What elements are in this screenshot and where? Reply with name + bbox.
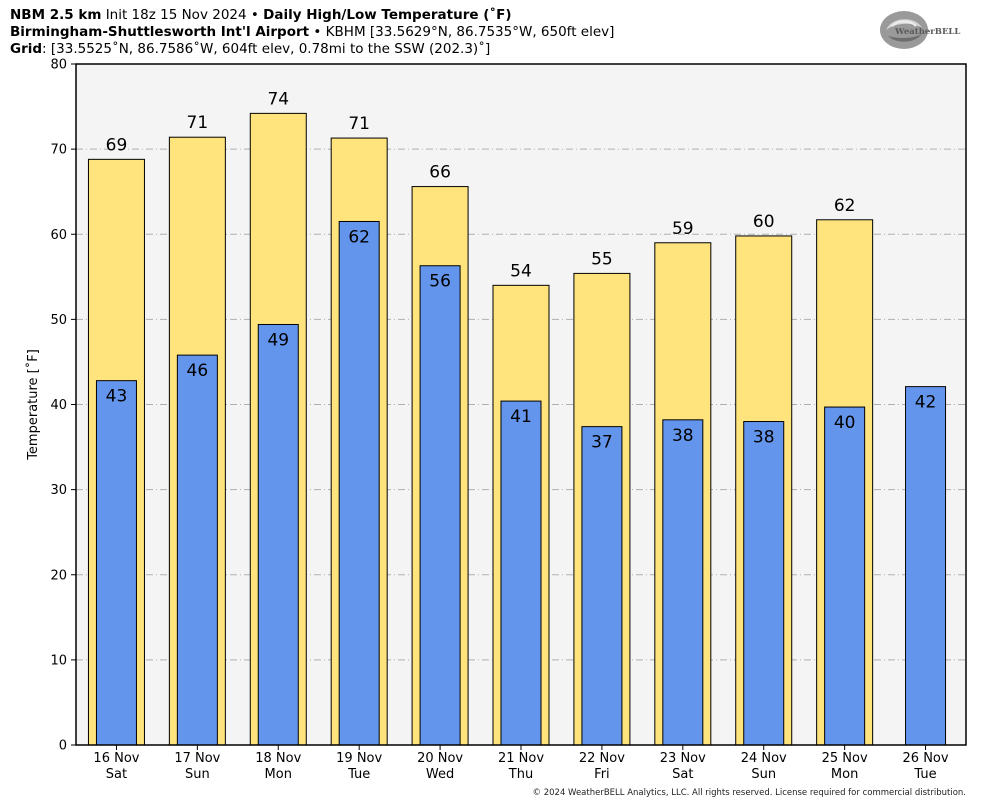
header-bullet: • bbox=[250, 7, 259, 23]
x-tick-date: 23 Nov bbox=[660, 751, 706, 766]
init-time: Init 18z 15 Nov 2024 bbox=[105, 7, 247, 23]
x-tick-weekday: Sat bbox=[672, 767, 693, 782]
high-temp-label: 62 bbox=[834, 196, 856, 216]
low-temp-label: 41 bbox=[510, 407, 532, 427]
y-tick-label: 20 bbox=[50, 568, 67, 583]
high-temp-label: 69 bbox=[106, 135, 128, 155]
low-temp-label: 49 bbox=[267, 330, 289, 350]
y-tick-label: 40 bbox=[50, 398, 67, 413]
x-tick-weekday: Wed bbox=[426, 767, 454, 782]
header-bullet: • bbox=[313, 24, 322, 40]
high-temp-label: 54 bbox=[510, 261, 532, 281]
x-tick-weekday: Mon bbox=[265, 767, 292, 782]
copyright-notice: © 2024 WeatherBELL Analytics, LLC. All r… bbox=[532, 788, 966, 798]
grid-label: Grid bbox=[10, 41, 43, 57]
low-temp-label: 62 bbox=[348, 227, 370, 247]
logo-text: WeatherBELL bbox=[894, 27, 960, 37]
x-tick-weekday: Sat bbox=[106, 767, 127, 782]
low-temp-label: 37 bbox=[591, 433, 613, 453]
x-tick-weekday: Tue bbox=[347, 767, 370, 782]
high-temp-label: 66 bbox=[429, 163, 451, 183]
y-tick-label: 30 bbox=[50, 483, 67, 498]
high-temp-label: 74 bbox=[267, 89, 289, 109]
y-axis-label: Temperature [˚F] bbox=[25, 349, 41, 461]
weatherbell-logo-icon: WeatherBELL bbox=[880, 11, 960, 49]
y-tick-label: 10 bbox=[50, 653, 67, 668]
model-name: NBM 2.5 km bbox=[10, 7, 102, 23]
chart-header-line-3: Grid: [33.5525˚N, 86.7586˚W, 604ft elev,… bbox=[10, 41, 490, 58]
x-tick-date: 25 Nov bbox=[822, 751, 868, 766]
low-temp-label: 38 bbox=[753, 428, 775, 448]
chart-header-line-2: Birmingham-Shuttlesworth Int'l Airport •… bbox=[10, 24, 614, 41]
station-name: Birmingham-Shuttlesworth Int'l Airport bbox=[10, 24, 310, 40]
low-temp-label: 40 bbox=[834, 413, 856, 433]
y-tick-label: 70 bbox=[50, 143, 67, 158]
low-temp-label: 38 bbox=[672, 426, 694, 446]
x-tick-date: 17 Nov bbox=[174, 751, 220, 766]
y-tick-label: 0 bbox=[59, 739, 67, 754]
product-title: Daily High/Low Temperature (˚F) bbox=[263, 7, 512, 23]
low-temp-bar bbox=[176, 354, 218, 746]
low-temp-label: 43 bbox=[106, 387, 128, 407]
y-tick-label: 80 bbox=[50, 58, 67, 73]
grid-info: : [33.5525˚N, 86.7586˚W, 604ft elev, 0.7… bbox=[42, 41, 491, 57]
x-tick-weekday: Sun bbox=[185, 767, 210, 782]
x-tick-date: 22 Nov bbox=[579, 751, 625, 766]
chart-header-line-1: NBM 2.5 km Init 18z 15 Nov 2024 • Daily … bbox=[10, 7, 512, 24]
x-tick-date: 24 Nov bbox=[741, 751, 787, 766]
x-tick-weekday: Fri bbox=[594, 767, 610, 782]
high-temp-label: 60 bbox=[753, 212, 775, 232]
x-tick-date: 18 Nov bbox=[255, 751, 301, 766]
low-temp-bar bbox=[257, 323, 299, 746]
station-info: KBHM [33.5629°N, 86.7535°W, 650ft elev] bbox=[325, 24, 615, 40]
low-temp-bar bbox=[905, 386, 947, 746]
low-temp-bar bbox=[95, 380, 137, 746]
low-temp-label: 46 bbox=[187, 361, 209, 381]
y-tick-label: 50 bbox=[50, 313, 67, 328]
x-tick-date: 26 Nov bbox=[903, 751, 949, 766]
low-temp-label: 42 bbox=[915, 393, 937, 413]
high-temp-label: 71 bbox=[348, 114, 370, 134]
low-temp-label: 56 bbox=[429, 272, 451, 292]
x-tick-date: 21 Nov bbox=[498, 751, 544, 766]
high-temp-label: 71 bbox=[187, 113, 209, 133]
low-temp-bar bbox=[662, 419, 704, 746]
low-temp-bar bbox=[338, 220, 380, 746]
high-temp-label: 55 bbox=[591, 249, 613, 269]
low-temp-bar bbox=[500, 400, 542, 746]
y-tick-label: 60 bbox=[50, 228, 67, 243]
x-tick-weekday: Mon bbox=[831, 767, 858, 782]
low-temp-bar bbox=[743, 421, 785, 746]
low-temp-bar bbox=[824, 406, 866, 746]
x-tick-weekday: Sun bbox=[751, 767, 776, 782]
x-tick-date: 20 Nov bbox=[417, 751, 463, 766]
x-tick-weekday: Thu bbox=[508, 767, 533, 782]
low-temp-bar bbox=[419, 265, 461, 746]
x-tick-weekday: Tue bbox=[913, 767, 936, 782]
high-temp-label: 59 bbox=[672, 219, 694, 239]
low-temp-bar bbox=[581, 426, 623, 746]
plot-frame bbox=[75, 63, 967, 746]
x-tick-date: 16 Nov bbox=[93, 751, 139, 766]
x-tick-date: 19 Nov bbox=[336, 751, 382, 766]
